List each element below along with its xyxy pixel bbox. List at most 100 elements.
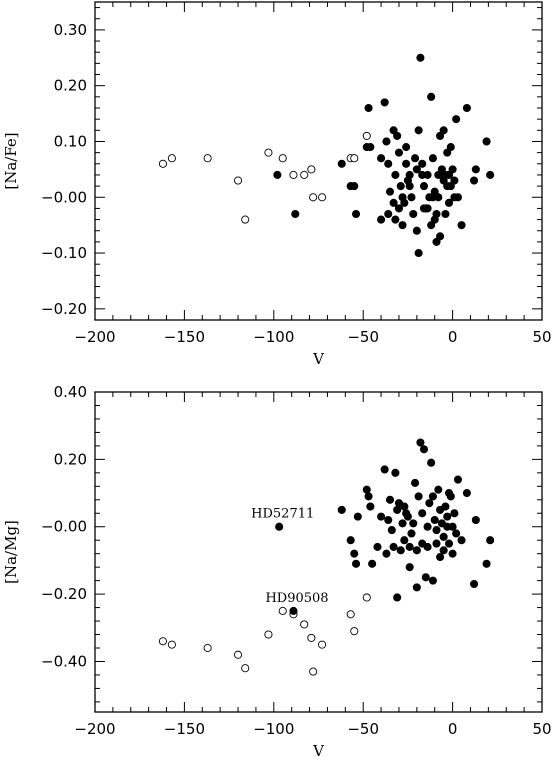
panel-2-filled-point xyxy=(412,583,421,592)
panel-1-filled-point xyxy=(407,193,416,202)
panel-2-filled-point xyxy=(416,438,425,447)
panel-1-open-point xyxy=(233,176,243,185)
panel-2-open-point xyxy=(318,640,327,649)
panel-2-filled-point xyxy=(412,546,421,555)
panel-2-frame xyxy=(94,391,543,713)
panel-2-filled-point xyxy=(391,468,400,477)
panel-2-xtick-label: 0 xyxy=(448,720,458,738)
panel-1-open-point xyxy=(167,154,176,163)
panel-1-xtick-label: 0 xyxy=(448,328,458,346)
panel-1-open-point xyxy=(362,131,371,140)
panel-1-filled-point xyxy=(391,170,400,179)
panel-2-filled-point xyxy=(400,502,409,511)
panel-1-open-point xyxy=(241,215,250,224)
panel-1-filled-point xyxy=(430,215,439,224)
panel-2-open-point xyxy=(264,630,273,639)
panel-1-filled-point xyxy=(470,176,479,185)
panel-2-xaxis-title: V xyxy=(312,742,325,760)
panel-1-filled-point xyxy=(394,204,404,213)
panel-1-open-point xyxy=(318,193,327,202)
panel-2-open-point xyxy=(203,643,212,653)
panel-1-filled-point xyxy=(439,126,448,135)
panel-2-filled-point xyxy=(436,553,445,562)
panel-1-filled-point xyxy=(396,182,405,191)
panel-1-filled-point xyxy=(444,170,454,179)
panel-1-filled-point xyxy=(457,221,466,230)
panel-1-filled-point xyxy=(405,182,414,191)
panel-1-filled-point xyxy=(439,176,448,185)
panel-1-filled-point xyxy=(412,226,421,235)
panel-2-filled-point xyxy=(351,559,361,568)
panel-2-filled-point xyxy=(366,502,375,511)
panel-1-filled-point xyxy=(350,182,359,191)
panel-2-filled-point xyxy=(389,542,398,551)
panel-1-filled-point xyxy=(398,221,407,230)
panel-1-filled-point xyxy=(414,249,423,258)
panel-1-ytick-label: 0.10 xyxy=(54,132,87,150)
panel-2-filled-point xyxy=(448,522,457,531)
panel-2-filled-point xyxy=(387,526,396,535)
panel-2-filled-point xyxy=(448,549,457,558)
panel-1-filled-point xyxy=(448,165,457,174)
panel-2-filled-point xyxy=(377,512,386,521)
panel-1-yaxis-title: [Na/Fe] xyxy=(2,132,20,189)
panel-1-filled-point xyxy=(377,154,386,163)
panel-2-filled-point xyxy=(453,475,463,484)
panel-1-filled-point xyxy=(486,170,495,179)
panel-1-filled-point xyxy=(443,148,452,157)
panel-1-filled-point xyxy=(364,103,373,113)
panel-2-filled-point xyxy=(418,509,427,518)
panel-2-filled-point xyxy=(430,515,439,525)
panel-1-filled-point xyxy=(405,170,414,179)
panel-2-filled-point xyxy=(289,606,298,615)
panel-1-filled-point xyxy=(402,159,411,168)
panel-2-filled-point xyxy=(384,515,393,525)
panel-2-filled-point xyxy=(346,536,355,545)
panel-2-filled-point xyxy=(407,529,416,538)
panel-1-ytick-label: −0.20 xyxy=(41,300,87,318)
panel-2-filled-point xyxy=(405,563,414,572)
panel-2-filled-point xyxy=(470,579,479,589)
panel-2-annotation: HD90508 xyxy=(265,591,328,606)
panel-1-open-point xyxy=(264,148,273,157)
panel-2-filled-point xyxy=(425,499,434,508)
panel-1-filled-point xyxy=(437,165,446,174)
panel-1-filled-point xyxy=(382,137,391,146)
panel-1-filled-point xyxy=(423,204,432,213)
panel-2-filled-point xyxy=(393,593,402,602)
panel-2-filled-point xyxy=(411,478,420,487)
panel-2-open-point xyxy=(167,640,176,649)
panel-1-open-point xyxy=(278,154,287,163)
panel-1-xtick-label: −200 xyxy=(74,328,115,346)
panel-1-filled-point xyxy=(418,159,427,168)
panel-1-xtick-label: −50 xyxy=(347,328,379,346)
panel-1-filled-point xyxy=(394,148,404,157)
panel-1-open-point xyxy=(289,170,298,179)
panel-1-filled-point xyxy=(389,198,398,207)
panel-1-filled-point xyxy=(452,115,461,124)
panel-2-filled-point xyxy=(423,542,432,551)
panel-2-ytick-label: 0.40 xyxy=(54,383,87,401)
panel-1-filled-point xyxy=(273,170,282,179)
panel-1-xaxis-title: V xyxy=(312,350,325,368)
panel-2-filled-point xyxy=(421,573,430,582)
panel-2-open-point xyxy=(362,593,371,602)
panel-2-open-point xyxy=(309,667,318,676)
panel-2-filled-point xyxy=(486,536,495,545)
panel-1-filled-point xyxy=(385,187,395,196)
panel-2-filled-point xyxy=(414,492,423,501)
panel-2-xtick-label: −150 xyxy=(164,720,205,738)
panel-2-open-point xyxy=(233,650,243,659)
panel-2-filled-point xyxy=(405,542,414,551)
panel-2-filled-point xyxy=(428,576,437,585)
panel-2-filled-point xyxy=(393,505,402,514)
panel-1-filled-point xyxy=(411,154,420,163)
panel-1-ytick-label: −0.00 xyxy=(41,188,87,206)
panel-1-filled-point xyxy=(450,176,459,185)
panel-2-filled-point xyxy=(439,546,448,555)
panel-2-filled-point xyxy=(368,559,377,568)
panel-2-ytick-label: −0.40 xyxy=(41,652,87,670)
panel-2-filled-point xyxy=(439,532,448,541)
panel-1-filled-point xyxy=(427,92,436,101)
